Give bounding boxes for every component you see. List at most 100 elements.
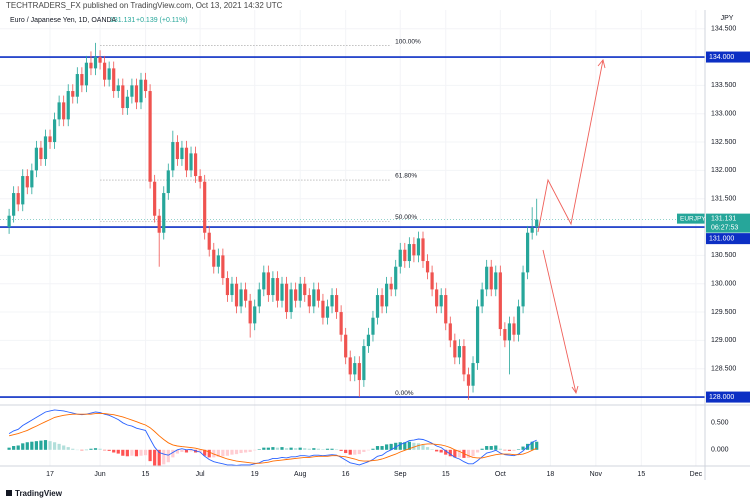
fib-label: 0.00% (395, 390, 414, 397)
histogram-bar (162, 449, 166, 465)
y-tick-label: 128.500 (711, 366, 736, 373)
histogram-bar (184, 449, 189, 453)
candle-body (43, 136, 48, 160)
histogram-bar (52, 442, 57, 450)
histogram-bar (316, 448, 320, 450)
histogram-bar (103, 449, 107, 451)
histogram-bar (175, 449, 179, 454)
histogram-bar (394, 442, 398, 450)
histogram-bar (453, 449, 457, 458)
histogram-bar (298, 447, 302, 450)
histogram-bar (457, 449, 461, 458)
candle-body (366, 334, 371, 347)
candle-body (162, 193, 166, 233)
candle-body (403, 249, 407, 262)
histogram-bar (212, 449, 216, 458)
histogram-bar (25, 442, 29, 450)
candle-body (394, 266, 398, 290)
candle-body (248, 300, 252, 324)
candle-body (466, 374, 471, 386)
y-tick-label: 133.500 (711, 82, 736, 89)
candle-body (207, 232, 211, 250)
histogram-bar (535, 441, 539, 450)
x-tick-label: Sep (394, 471, 407, 478)
candle-body (112, 68, 116, 92)
histogram-bar (262, 447, 266, 450)
histogram-bar (325, 448, 330, 450)
histogram-bar (21, 443, 25, 450)
fib-label: 50.00% (395, 214, 417, 221)
candle-body (198, 176, 202, 182)
histogram-bar (203, 449, 207, 456)
histogram-bar (180, 449, 184, 452)
histogram-bar (416, 443, 421, 450)
candle-body (30, 170, 34, 188)
candle-body (157, 215, 161, 233)
candle-body (212, 249, 216, 267)
last-box (706, 213, 750, 233)
histogram-bar (448, 449, 452, 457)
y-tick-label: 130.000 (711, 281, 736, 288)
candle-body (416, 238, 421, 256)
candle-body (535, 219, 539, 228)
candle-body (125, 96, 129, 109)
histogram-bar (494, 445, 498, 450)
last-label: 131.131 (711, 215, 736, 222)
histogram-bar (216, 449, 220, 457)
histogram-bar (403, 442, 407, 450)
candle-body (530, 227, 534, 233)
macd-line (8, 413, 537, 464)
candle-body (503, 329, 507, 341)
symbol-box (677, 213, 705, 224)
candle-body (494, 272, 498, 290)
histogram-bar (312, 448, 316, 450)
fib-label: 100.00% (395, 38, 421, 45)
candle-body (184, 147, 189, 171)
histogram-bar (389, 443, 393, 450)
fib-label: 61.80% (395, 173, 417, 180)
candle-body (48, 136, 52, 143)
histogram-bar (148, 449, 152, 462)
histogram-bar (516, 449, 521, 450)
candle-body (512, 323, 516, 335)
histogram-bar (66, 447, 70, 450)
histogram-bar (375, 446, 380, 450)
histogram-bar (275, 447, 280, 450)
histogram-bar (421, 444, 425, 450)
candle-body (16, 193, 20, 205)
histogram-bar (139, 449, 143, 456)
histogram-bar (380, 446, 384, 450)
candle-body (489, 266, 493, 290)
candle-body (234, 283, 239, 307)
candle-body (25, 176, 29, 188)
publisher: TECHTRADERS_FX published on TradingView.… (6, 1, 283, 10)
histogram-bar (348, 449, 352, 455)
x-tick-label: Aug (294, 471, 307, 478)
histogram-bar (62, 445, 66, 450)
candle-body (189, 153, 193, 171)
candle-body (362, 346, 366, 381)
histogram-bar (398, 442, 402, 450)
candle-body (139, 79, 143, 103)
y-tick-label: 131.500 (711, 196, 736, 203)
candle-body (485, 266, 489, 290)
candle-body (244, 289, 248, 301)
macd-tick-label: 0.000 (711, 447, 729, 454)
candle-body (89, 62, 93, 69)
histogram-bar (357, 449, 361, 455)
candle-body (280, 283, 284, 301)
candle-body (266, 272, 270, 296)
x-tick-label: 15 (442, 471, 450, 478)
candle-body (84, 62, 89, 86)
candle-body (425, 261, 430, 273)
histogram-bar (198, 449, 202, 453)
candle-body (471, 363, 475, 386)
candle-body (521, 272, 525, 307)
histogram-bar (435, 449, 439, 452)
candle-body (430, 272, 434, 290)
y-tick-label: 130.500 (711, 252, 736, 259)
x-tick-label: 16 (342, 471, 350, 478)
histogram-bar (143, 449, 148, 456)
projection-down (542, 249, 577, 394)
candle-body (203, 181, 207, 233)
